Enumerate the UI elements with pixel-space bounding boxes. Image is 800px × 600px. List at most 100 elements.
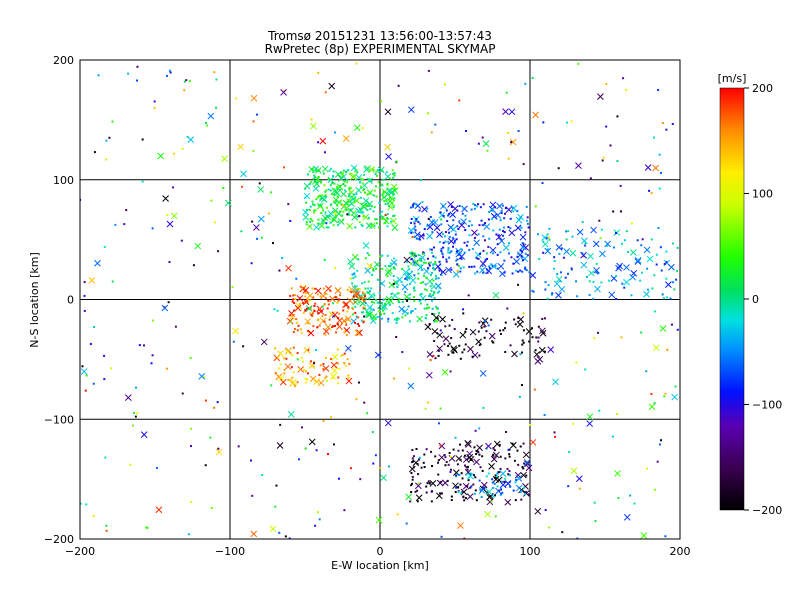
data-point-dot	[464, 330, 467, 333]
data-point-dot	[359, 181, 362, 184]
data-point-dot	[476, 270, 479, 273]
data-point-dot	[442, 256, 445, 259]
data-point-dot	[204, 399, 207, 402]
data-point-dot	[552, 267, 555, 270]
data-point-dot	[621, 242, 624, 245]
data-point-dot	[297, 458, 300, 461]
data-point-dot	[666, 348, 669, 351]
data-point-dot	[355, 193, 358, 196]
data-point-dot	[366, 204, 369, 207]
data-point-dot	[392, 282, 395, 285]
data-point-dot	[518, 395, 521, 398]
data-point-dot	[317, 222, 320, 225]
data-point-dot	[437, 354, 440, 357]
data-point-cross	[541, 240, 549, 248]
data-point-cross	[387, 297, 394, 305]
data-point-dot	[409, 283, 412, 286]
data-point-dot	[492, 252, 495, 255]
data-point-dot	[487, 245, 490, 248]
data-point-dot	[448, 256, 451, 259]
data-point-dot	[304, 187, 307, 190]
data-point-dot	[267, 212, 270, 215]
data-point-dot	[314, 524, 317, 527]
data-point-dot	[464, 454, 467, 457]
data-point-dot	[131, 424, 134, 427]
data-point-cross	[426, 232, 433, 240]
data-point-dot	[481, 224, 484, 227]
data-point-cross	[355, 186, 362, 194]
data-point-dot	[676, 328, 679, 331]
data-point-dot	[410, 311, 413, 314]
data-point-cross	[257, 215, 265, 223]
data-point-dot	[364, 297, 367, 300]
data-point-dot	[325, 292, 328, 295]
data-point-dot	[458, 473, 461, 476]
data-point-dot	[473, 236, 476, 239]
data-point-cross	[469, 328, 477, 336]
data-point-dot	[456, 258, 459, 261]
data-point-cross	[284, 363, 292, 370]
data-point-dot	[477, 142, 480, 145]
data-point-cross	[473, 458, 480, 466]
data-point-dot	[150, 362, 153, 365]
data-point-dot	[554, 435, 557, 438]
data-point-dot	[478, 354, 481, 357]
data-point-dot	[465, 327, 468, 330]
data-point-dot	[457, 227, 460, 230]
data-point-dot	[323, 151, 326, 154]
data-point-dot	[448, 251, 451, 254]
data-point-dot	[461, 491, 464, 494]
data-point-dot	[410, 484, 413, 487]
data-point-dot	[504, 477, 507, 480]
data-point-dot	[261, 473, 264, 476]
data-point-cross	[329, 373, 337, 380]
data-point-dot	[522, 486, 525, 489]
data-point-cross	[304, 318, 312, 325]
data-point-dot	[309, 307, 312, 310]
data-point-dot	[346, 181, 349, 184]
data-point-dot	[327, 299, 330, 302]
data-point-dot	[277, 356, 280, 359]
data-point-dot	[473, 474, 476, 477]
data-point-dot	[318, 169, 321, 172]
data-point-dot	[418, 300, 421, 303]
data-point-cross	[384, 269, 392, 277]
data-point-dot	[429, 261, 432, 264]
data-point-dot	[301, 360, 304, 363]
data-point-dot	[483, 487, 486, 490]
data-point-dot	[151, 227, 154, 230]
data-point-dot	[531, 76, 534, 79]
data-point-dot	[186, 135, 189, 138]
data-point-dot	[411, 457, 414, 460]
data-point-dot	[331, 325, 334, 328]
data-point-dot	[456, 463, 459, 466]
data-point-dot	[279, 363, 282, 366]
data-point-dot	[382, 217, 385, 220]
data-point-dot	[322, 287, 325, 290]
data-point-dot	[478, 321, 481, 324]
data-point-dot	[572, 422, 575, 425]
data-point-dot	[494, 515, 497, 518]
data-point-dot	[484, 258, 487, 261]
data-point-dot	[351, 313, 354, 316]
data-point-dot	[559, 280, 562, 283]
data-point-cross	[391, 292, 399, 299]
data-point-dot	[508, 481, 511, 484]
data-point-dot	[433, 246, 436, 249]
data-point-dot	[241, 185, 244, 188]
data-point-dot	[231, 286, 234, 289]
data-point-dot	[413, 235, 416, 238]
data-point-dot	[296, 381, 299, 384]
data-point-cross	[555, 291, 562, 299]
data-point-dot	[235, 97, 238, 100]
data-point-cross	[433, 224, 441, 232]
data-point-dot	[423, 466, 426, 469]
data-point-dot	[103, 246, 106, 249]
data-point-dot	[439, 329, 442, 332]
data-point-dot	[407, 272, 410, 275]
data-point-dot	[505, 430, 508, 433]
data-point-dot	[295, 321, 298, 324]
data-point-dot	[565, 230, 568, 233]
data-point-dot	[470, 265, 473, 268]
data-point-dot	[509, 344, 512, 347]
